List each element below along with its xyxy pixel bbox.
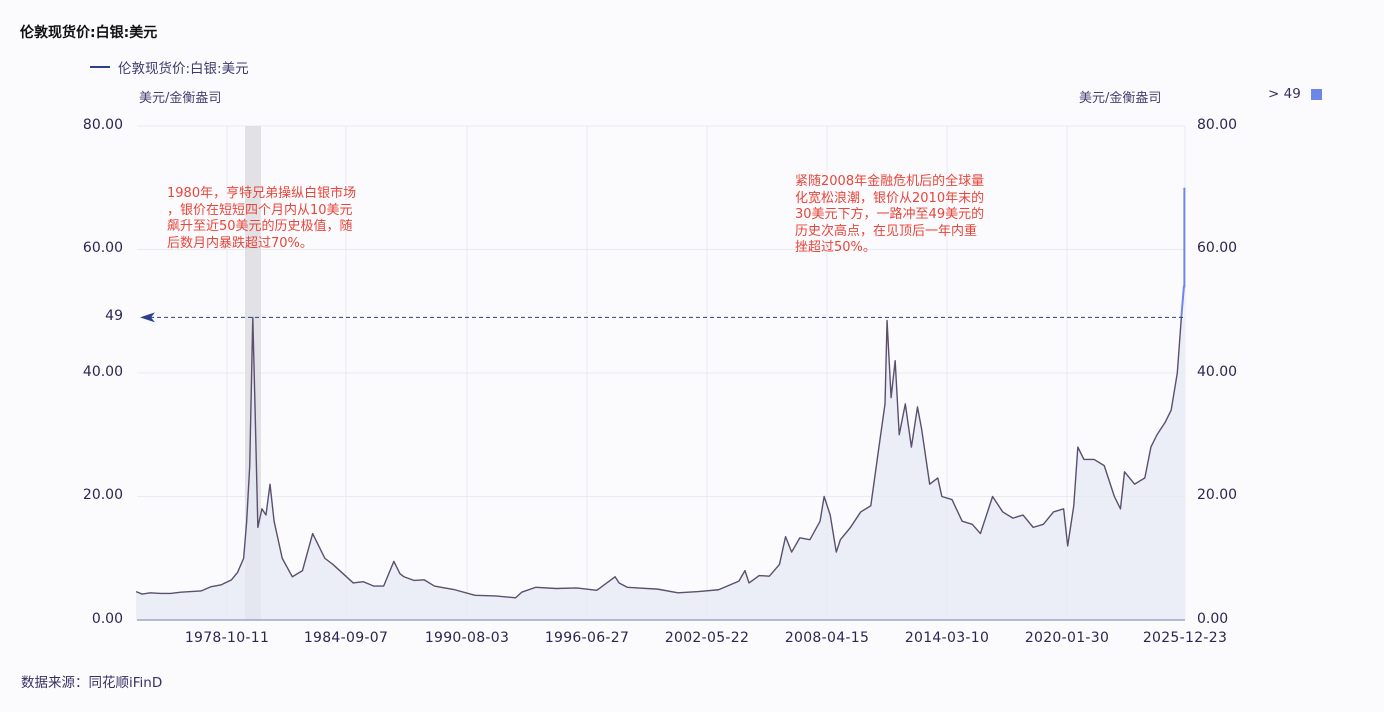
y-tick-left: 49 (105, 308, 123, 324)
y-tick-right: 20.00 (1197, 487, 1238, 503)
series-line (135, 316, 1183, 599)
y-tick-left: 80.00 (82, 117, 123, 133)
x-tick: 2025-12-23 (1142, 630, 1228, 646)
x-tick: 2002-05-22 (664, 630, 750, 646)
x-tick: 1990-08-03 (424, 630, 510, 646)
x-tick: 2008-04-15 (784, 630, 870, 646)
chart-title: 伦敦现货价:白银:美元 (20, 25, 158, 41)
series-line-above-threshold (1180, 187, 1186, 318)
x-tick: 2020-01-30 (1024, 630, 1110, 646)
data-source: 数据来源：同花顺iFinD (21, 675, 163, 691)
y-tick-left: 60.00 (82, 240, 123, 256)
visual-map-legend[interactable]: > 49 (1268, 86, 1322, 102)
y-tick-left: 40.00 (82, 364, 123, 380)
y-tick-right: 0.00 (1197, 611, 1229, 627)
x-tick: 1996-06-27 (544, 630, 630, 646)
x-tick: 1978-10-11 (184, 630, 270, 646)
y-tick-left: 20.00 (82, 487, 123, 503)
y-tick-left: 0.00 (91, 611, 123, 627)
y-tick-right: 80.00 (1197, 117, 1238, 133)
annotation-2011-qe-peak: 紧随2008年金融危机后的全球量 化宽松浪潮，银价从2010年末的 30美元下方… (795, 174, 985, 255)
y-tick-right: 60.00 (1197, 240, 1238, 256)
x-tick: 2014-03-10 (904, 630, 990, 646)
y-tick-right: 40.00 (1197, 364, 1238, 380)
annotation-1980-hunt-brothers: 1980年，亨特兄弟操纵白银市场 ，银价在短短四个月内从10美元 飙升至近50美… (167, 186, 357, 251)
legend-label: 伦敦现货价:白银:美元 (118, 61, 249, 77)
legend-line-icon (90, 66, 110, 68)
marker-arrow-icon (140, 312, 155, 323)
series-area (136, 317, 1185, 620)
x-tick: 1984-09-07 (303, 630, 389, 646)
legend-item[interactable]: 伦敦现货价:白银:美元 (90, 57, 249, 77)
visual-map-swatch-icon (1310, 88, 1322, 100)
y-axis-unit-right: 美元/金衡盎司 (1079, 91, 1162, 106)
y-axis-unit-left: 美元/金衡盎司 (139, 91, 222, 106)
visual-map-label: > 49 (1268, 86, 1301, 102)
